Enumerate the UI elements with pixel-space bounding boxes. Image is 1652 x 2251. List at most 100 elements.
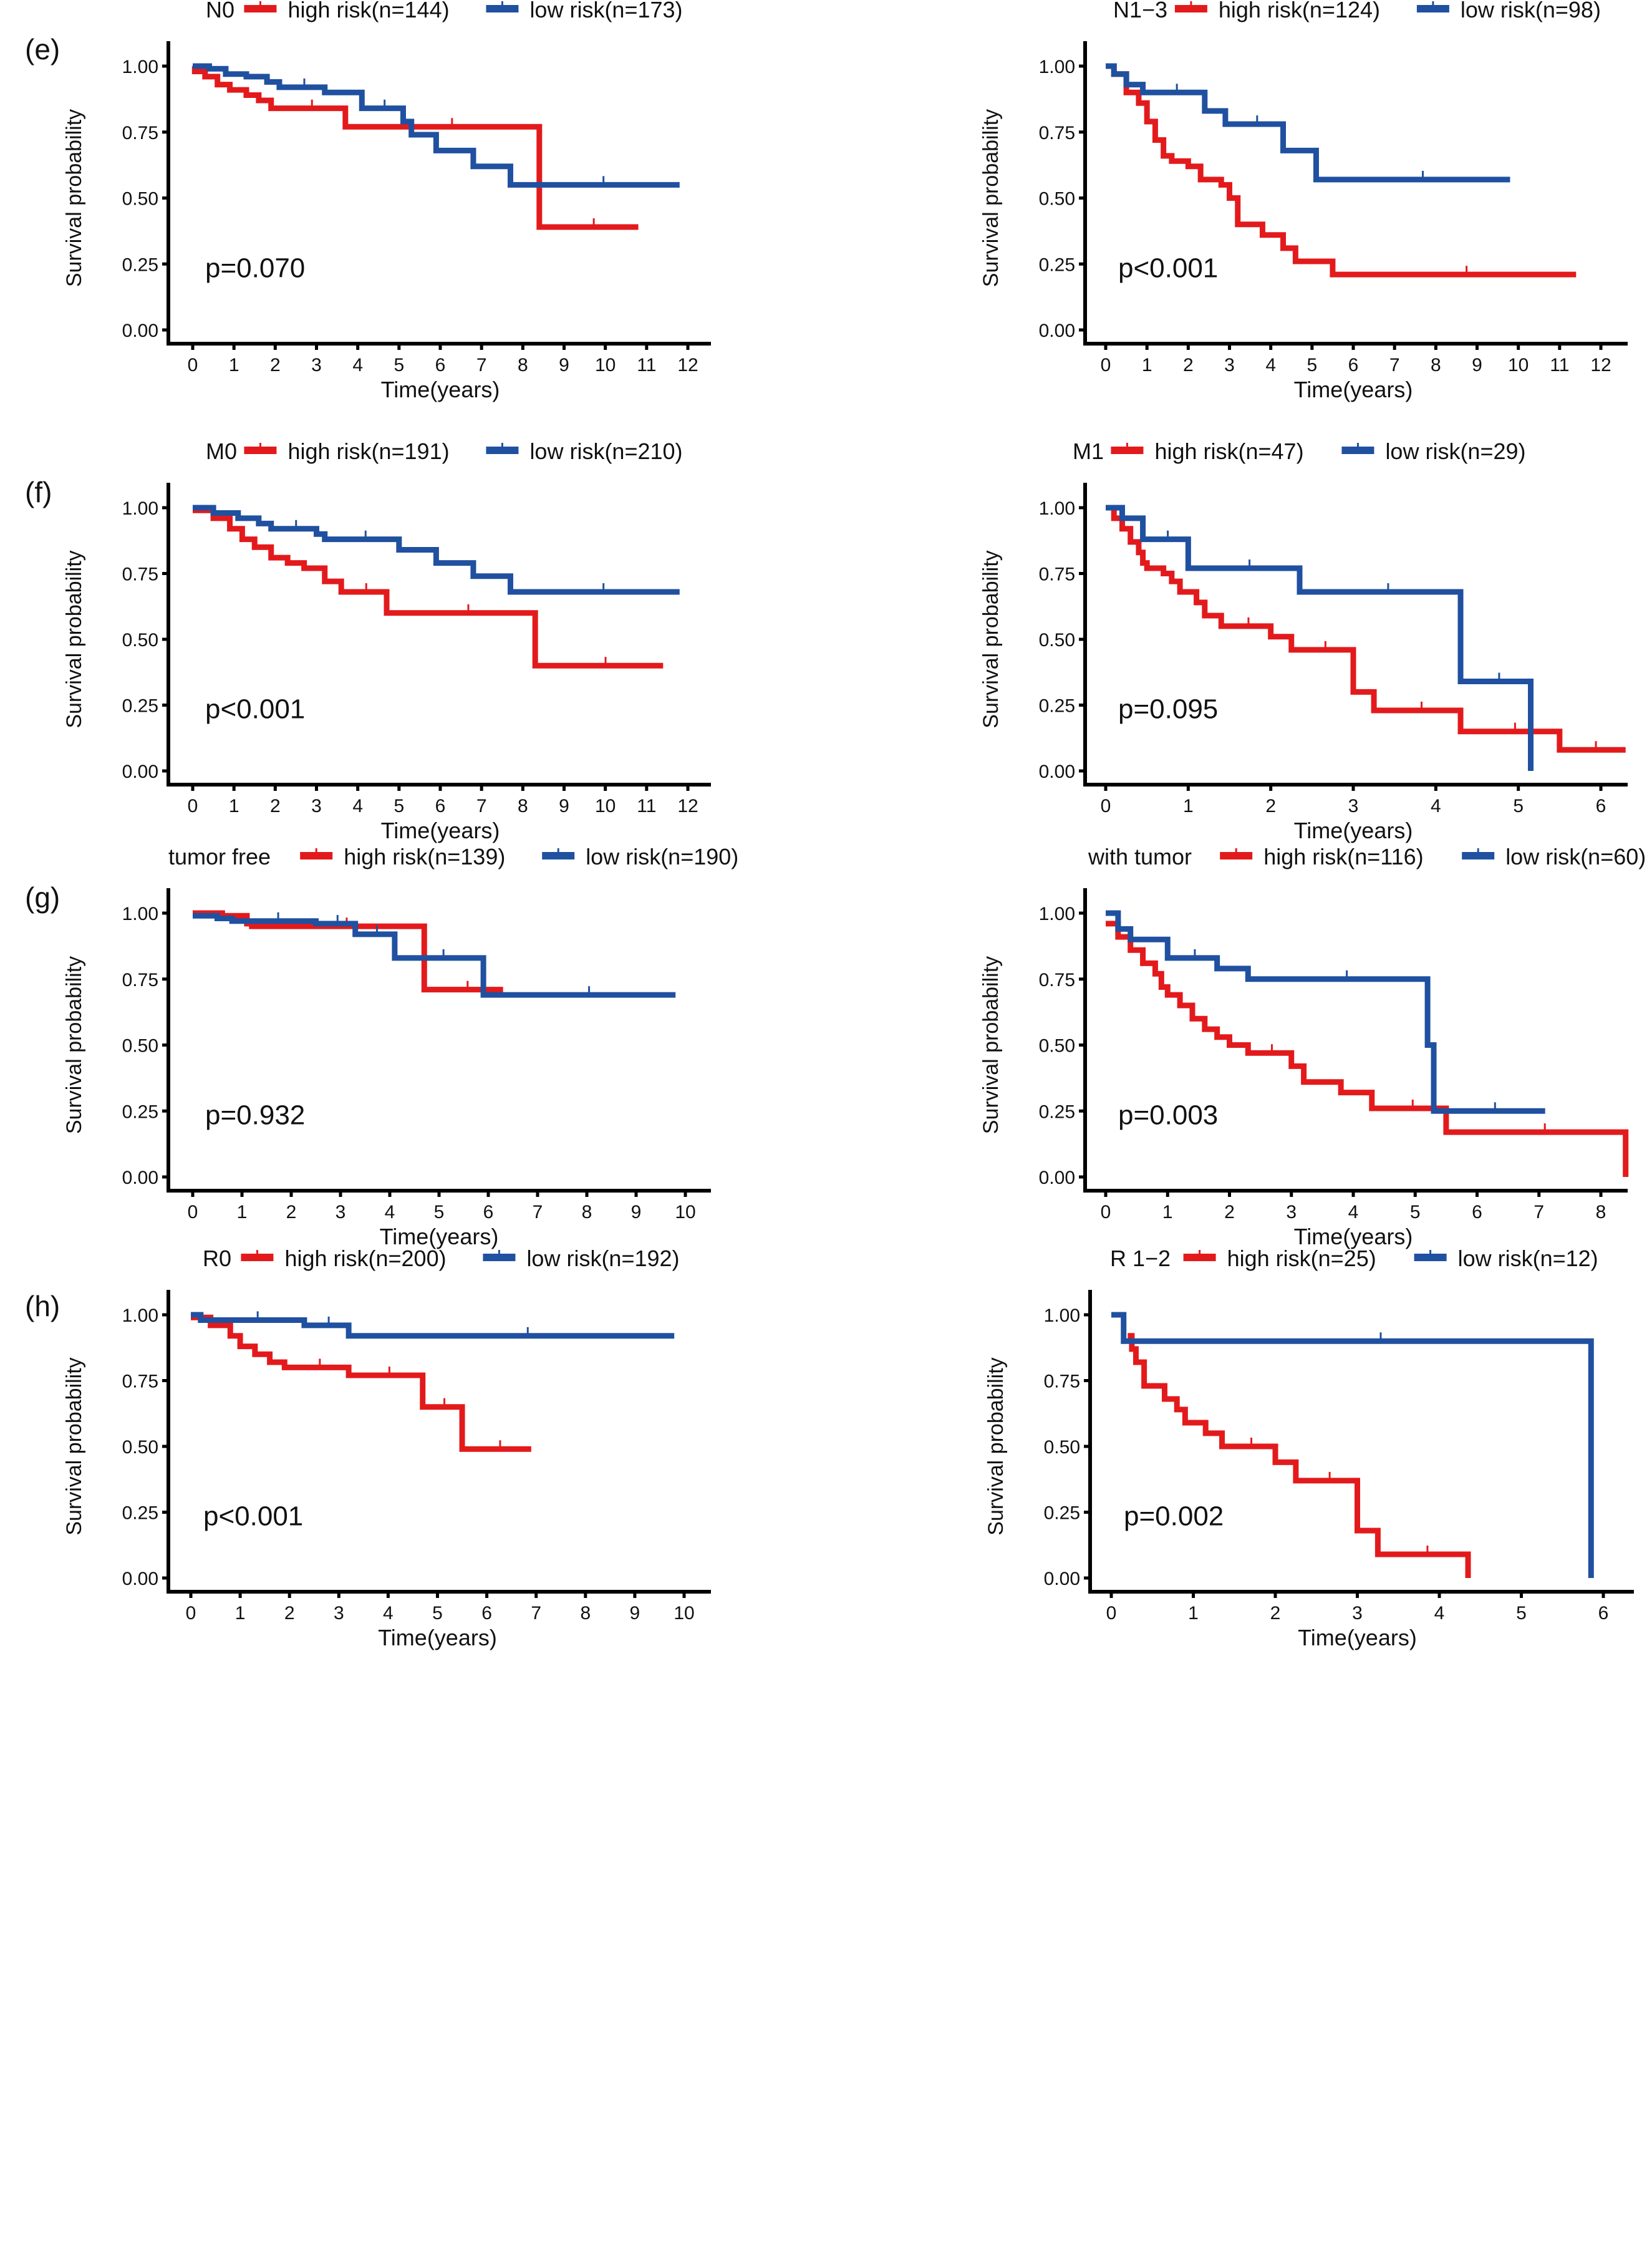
x-tick-label: 3	[334, 1603, 344, 1624]
y-axis-title: Survival probability	[979, 550, 1003, 728]
y-tick-label: 0.00	[122, 1569, 158, 1589]
y-tick-label: 0.50	[122, 189, 158, 210]
x-tick-label: 6	[435, 796, 446, 816]
x-axis-title: Time(years)	[380, 1224, 499, 1249]
y-tick-label: 0.50	[122, 630, 158, 651]
legend-label-low-risk: low risk(n=98)	[1461, 0, 1601, 22]
x-tick-label: 0	[188, 796, 198, 816]
y-tick-label: 1.00	[122, 57, 158, 77]
y-tick-label: 1.00	[1039, 904, 1075, 924]
y-tick-label: 0.50	[1044, 1437, 1080, 1458]
x-tick-label: 10	[1508, 355, 1529, 375]
x-tick-label: 4	[383, 1603, 394, 1624]
x-tick-label: 3	[1286, 1202, 1297, 1222]
y-tick-label: 0.75	[122, 1372, 158, 1392]
x-axis-title: Time(years)	[1294, 1224, 1413, 1249]
x-tick-label: 8	[1431, 355, 1441, 375]
km-curve-low-risk	[1106, 63, 1510, 183]
x-tick-label: 3	[311, 355, 322, 375]
y-tick-label: 1.00	[122, 904, 158, 924]
x-axis-title: Time(years)	[381, 818, 500, 843]
x-tick-label: 2	[284, 1603, 295, 1624]
y-tick-label: 0.25	[122, 696, 158, 717]
km-curve-low-risk	[193, 505, 680, 595]
x-tick-label: 5	[432, 1603, 443, 1624]
legend-title: R 1−2	[1110, 1246, 1171, 1271]
y-axis-title: Survival probability	[62, 109, 86, 287]
y-tick-label: 0.00	[1039, 1168, 1075, 1188]
legend-label-low-risk: low risk(n=192)	[526, 1246, 679, 1271]
km-curve-low-risk	[193, 913, 676, 998]
km-curve-low-risk	[1106, 910, 1545, 1114]
x-tick-label: 6	[1598, 1603, 1609, 1624]
x-tick-label: 6	[481, 1603, 492, 1624]
x-tick-label: 5	[1516, 1603, 1527, 1624]
legend-label-low-risk: low risk(n=60)	[1505, 844, 1646, 869]
x-tick-label: 7	[476, 355, 487, 375]
x-tick-label: 10	[674, 1603, 694, 1624]
x-tick-label: 2	[270, 355, 281, 375]
x-tick-label: 1	[237, 1202, 248, 1222]
y-tick-label: 0.75	[1039, 123, 1075, 143]
y-tick-label: 0.25	[122, 1503, 158, 1524]
legend-title: R0	[203, 1246, 231, 1271]
legend-label-high-risk: high risk(n=25)	[1227, 1246, 1376, 1271]
x-tick-label: 1	[1162, 1202, 1173, 1222]
x-tick-label: 10	[595, 796, 616, 816]
x-tick-label: 8	[582, 1202, 592, 1222]
km-panel-m1: M1 high risk(n=47) low risk(n=29) 0.00 0.25 0…	[979, 438, 1628, 843]
x-tick-label: 1	[235, 1603, 246, 1624]
x-tick-label: 2	[286, 1202, 297, 1222]
y-axis-title: Survival probability	[62, 550, 86, 728]
x-tick-label: 7	[1389, 355, 1400, 375]
x-tick-label: 3	[336, 1202, 346, 1222]
legend-title: M0	[206, 438, 237, 464]
y-axis-title: Survival probability	[62, 1357, 86, 1535]
x-tick-label: 6	[1472, 1202, 1482, 1222]
y-tick-label: 0.00	[1044, 1569, 1080, 1589]
y-axis-title: Survival probability	[62, 956, 86, 1134]
x-tick-label: 2	[1265, 796, 1276, 816]
x-tick-label: 9	[559, 355, 569, 375]
legend-label-high-risk: high risk(n=200)	[284, 1246, 446, 1271]
y-tick-label: 0.75	[1044, 1372, 1080, 1392]
x-tick-label: 4	[1431, 796, 1441, 816]
legend-label-high-risk: high risk(n=116)	[1263, 844, 1423, 869]
legend-title: tumor free	[168, 844, 271, 869]
x-tick-label: 5	[1307, 355, 1317, 375]
legend-label-high-risk: high risk(n=47)	[1154, 438, 1303, 464]
x-tick-label: 8	[580, 1603, 591, 1624]
x-tick-label: 5	[1513, 796, 1524, 816]
legend-label-high-risk: high risk(n=139)	[344, 844, 505, 869]
x-tick-label: 0	[1106, 1603, 1117, 1624]
x-tick-label: 9	[1472, 355, 1482, 375]
y-tick-label: 0.00	[1039, 762, 1075, 782]
y-tick-label: 0.25	[1039, 1101, 1075, 1122]
x-tick-label: 4	[385, 1202, 395, 1222]
x-tick-label: 12	[1590, 355, 1611, 375]
legend-label-low-risk: low risk(n=12)	[1458, 1246, 1598, 1271]
x-tick-label: 5	[394, 355, 404, 375]
y-tick-label: 0.25	[1044, 1503, 1080, 1524]
panel-label-h: (h)	[25, 1290, 60, 1322]
p-value: p=0.070	[205, 253, 305, 283]
x-tick-label: 5	[1410, 1202, 1421, 1222]
x-tick-label: 3	[1352, 1603, 1363, 1624]
panel-label-e: (e)	[25, 33, 60, 65]
x-tick-label: 4	[1265, 355, 1276, 375]
km-panel-m0: M0 high risk(n=191) low risk(n=210) 0.00 0.2…	[62, 438, 711, 843]
x-tick-label: 6	[1348, 355, 1359, 375]
km-curve-low-risk	[1111, 1312, 1594, 1578]
legend-title: N1−3	[1113, 0, 1167, 22]
x-tick-label: 4	[1434, 1603, 1445, 1624]
y-tick-label: 0.00	[122, 321, 158, 341]
km-panel-n1-3: N1−3 high risk(n=124) low risk(n=98) 0.00 0.…	[979, 0, 1628, 402]
y-tick-label: 0.75	[1039, 564, 1075, 585]
y-tick-label: 0.25	[1039, 254, 1075, 275]
y-tick-label: 0.00	[122, 762, 158, 782]
x-tick-label: 11	[637, 355, 656, 375]
panel-label-g: (g)	[25, 881, 60, 914]
km-curve-high-risk	[1128, 1333, 1471, 1578]
x-tick-label: 1	[229, 796, 239, 816]
